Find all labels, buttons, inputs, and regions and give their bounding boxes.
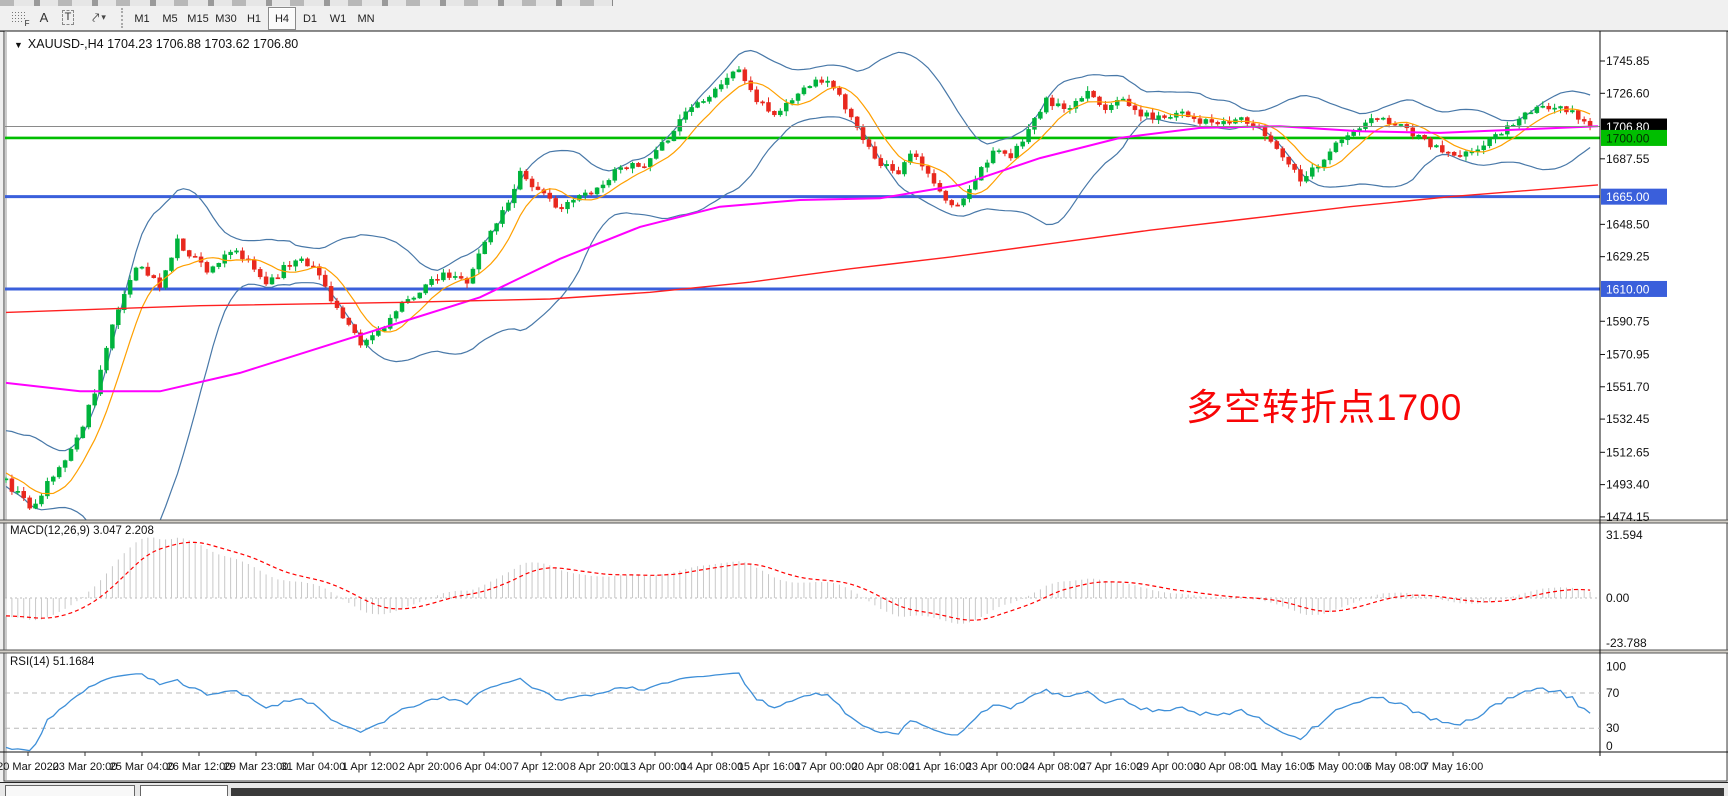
panel-separator[interactable] xyxy=(0,520,1728,523)
time-axis-label: 13 Apr 00:00 xyxy=(624,761,686,773)
bollinger-lower-line xyxy=(5,116,1591,520)
timeframe-button-m15[interactable]: M15 xyxy=(187,12,209,25)
time-axis-label: 6 May 08:00 xyxy=(1366,761,1427,773)
rsi-axis-tick: 70 xyxy=(1606,686,1620,700)
time-axis-label: 29 Mar 23:00 xyxy=(224,761,289,773)
time-axis-label: 23 Mar 20:00 xyxy=(53,761,118,773)
macd-panel xyxy=(5,537,1600,624)
collapse-triangle-icon[interactable]: ▼ xyxy=(14,40,23,50)
rsi-line xyxy=(5,672,1591,752)
time-axis-label: 7 Apr 12:00 xyxy=(513,761,569,773)
sma-fast-line xyxy=(5,81,1591,495)
rsi-panel xyxy=(5,672,1600,752)
time-axis-label: 30 Apr 08:00 xyxy=(1194,761,1256,773)
taskbar-button[interactable] xyxy=(140,785,228,796)
timeframe-button-m5[interactable]: M5 xyxy=(162,12,178,25)
price-label-1610.00: 1610.00 xyxy=(1606,282,1650,296)
timeframe-button-d1[interactable]: D1 xyxy=(302,12,318,25)
rsi-axis-tick: 30 xyxy=(1606,721,1620,735)
taskbar-strip xyxy=(0,782,1728,796)
time-axis-label: 29 Apr 00:00 xyxy=(1137,761,1199,773)
rsi-indicator-label: RSI(14) 51.1684 xyxy=(10,656,95,668)
price-axis-tick: 1474.15 xyxy=(1606,510,1650,524)
time-axis-label: 23 Apr 00:00 xyxy=(966,761,1028,773)
time-axis-label: 20 Mar 2020 xyxy=(0,761,59,773)
price-axis-tick: 1726.60 xyxy=(1606,86,1650,100)
time-axis-label: 15 Apr 16:00 xyxy=(738,761,800,773)
timeframe-buttons: M1 M5 M15 M30 H1 H4 D1 W1 MN xyxy=(128,7,380,30)
price-label-box-1610.00 xyxy=(1601,280,1667,297)
time-axis-label: 6 Apr 04:00 xyxy=(456,761,512,773)
time-axis-label: 26 Mar 12:00 xyxy=(167,761,232,773)
text-icon[interactable]: A xyxy=(39,10,49,25)
time-axis-label: 31 Mar 04:00 xyxy=(281,761,346,773)
ma-magenta-line xyxy=(5,125,1599,393)
macd-axis-tick: 0.00 xyxy=(1606,591,1630,605)
ma-long-red-line xyxy=(5,184,1599,314)
price-axis-tick: 1687.55 xyxy=(1606,152,1650,166)
price-axis-tick: 1570.95 xyxy=(1606,347,1650,361)
timeframe-button-h4[interactable]: H4 xyxy=(268,7,296,30)
price-label-box-1700.00 xyxy=(1601,129,1667,146)
timeframe-button-m30[interactable]: M30 xyxy=(215,12,237,25)
price-axis-tick: 1745.85 xyxy=(1606,54,1650,68)
price-label-1700.00: 1700.00 xyxy=(1606,131,1650,145)
time-axis-label: 8 Apr 20:00 xyxy=(570,761,626,773)
macd-axis-tick: -23.788 xyxy=(1606,636,1647,650)
time-axis-label: 7 May 16:00 xyxy=(1423,761,1484,773)
macd-signal-line xyxy=(5,541,1591,621)
horizontal-levels xyxy=(5,136,1600,291)
toolbar: F A T ⤤ ▾ M1 M5 M15 M30 H1 H4 D1 W1 MN xyxy=(0,6,1728,32)
time-axis-label: 5 May 00:00 xyxy=(1309,761,1370,773)
time-axis-label: 24 Apr 08:00 xyxy=(1023,761,1085,773)
price-label-box-1665.00 xyxy=(1601,188,1667,205)
panel-separator[interactable] xyxy=(0,650,1728,653)
price-axis-tick: 1648.50 xyxy=(1606,217,1650,231)
time-axis-label: 20 Apr 08:00 xyxy=(852,761,914,773)
price-axis-tick: 1493.40 xyxy=(1606,478,1650,492)
macd-axis-tick: 31.594 xyxy=(1606,528,1643,542)
text-label-icon[interactable]: T xyxy=(56,7,80,28)
taskbar-button[interactable] xyxy=(5,785,135,796)
time-axis-label: 2 Apr 20:00 xyxy=(399,761,455,773)
arrows-icon[interactable]: ⤤ ▾ xyxy=(92,9,106,25)
moving-averages xyxy=(5,81,1599,495)
rsi-axis-tick: 100 xyxy=(1606,660,1626,674)
price-axis-tick: 1512.65 xyxy=(1606,445,1650,459)
rsi-axis-tick: 0 xyxy=(1606,739,1613,753)
time-axis-label: 17 Apr 00:00 xyxy=(795,761,857,773)
time-axis-label: 1 May 16:00 xyxy=(1252,761,1313,773)
price-axis-tick: 1551.70 xyxy=(1606,380,1650,394)
price-axis-tick: 1532.45 xyxy=(1606,412,1650,426)
time-axis-label: 1 Apr 12:00 xyxy=(342,761,398,773)
taskbar-bar xyxy=(231,788,1724,796)
timeframe-button-m1[interactable]: M1 xyxy=(134,12,150,25)
chart-title: ▼ XAUUSD-,H4 1704.23 1706.88 1703.62 1706… xyxy=(14,37,299,51)
price-axis-tick: 1629.25 xyxy=(1606,250,1650,264)
time-axis-label: 21 Apr 16:00 xyxy=(909,761,971,773)
time-axis-label: 14 Apr 08:00 xyxy=(681,761,743,773)
bollinger-upper-line xyxy=(5,49,1591,452)
timeframe-button-h1[interactable]: H1 xyxy=(246,12,262,25)
annotation-text: 多空转折点1700 xyxy=(1186,387,1463,428)
bollinger-bands xyxy=(5,49,1591,520)
dropdown-caret-icon[interactable]: ▾ xyxy=(101,12,106,22)
time-axis-label: 27 Apr 16:00 xyxy=(1080,761,1142,773)
clipped-toolbar-row xyxy=(0,0,613,6)
price-label-1665.00: 1665.00 xyxy=(1606,190,1650,204)
macd-indicator-label: MACD(12,26,9) 3.047 2.208 xyxy=(10,525,154,537)
time-axis-label: 25 Mar 04:00 xyxy=(110,761,175,773)
chart-window xyxy=(3,30,1728,782)
timeframe-button-mn[interactable]: MN xyxy=(357,12,375,25)
price-axis-tick: 1590.75 xyxy=(1606,314,1650,328)
timeframe-button-w1[interactable]: W1 xyxy=(329,12,347,25)
toolbar-separator xyxy=(121,8,123,28)
fibonacci-grid-icon[interactable]: F xyxy=(6,7,30,28)
grid-dots-icon: F xyxy=(10,11,30,28)
